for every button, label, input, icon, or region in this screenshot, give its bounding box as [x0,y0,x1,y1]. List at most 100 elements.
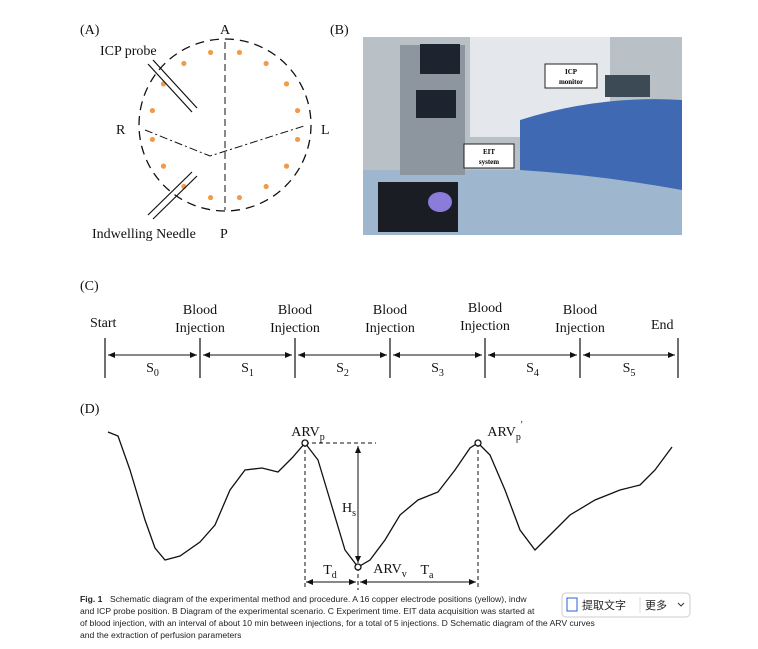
lr-line [144,125,305,157]
event-label: Blood [278,303,312,318]
end-label: End [651,318,674,333]
drape [520,99,682,190]
label-bottom: P [220,227,228,242]
caption-line: and the extraction of perfusion paramete… [80,630,241,640]
label-base: S [623,361,631,376]
more-button[interactable]: 更多 [645,598,685,612]
peak-marker [474,439,482,447]
icp-device [605,75,650,97]
label-base: S [146,361,154,376]
panel-label: (B) [330,23,349,38]
label-sub: a [429,570,434,581]
caption-line: Schematic diagram of the experimental me… [110,594,527,604]
valley-marker [354,563,362,571]
label-sup: ' [521,420,523,431]
monitor [420,44,460,74]
panel-label: (A) [80,23,100,38]
event-label: Blood [373,303,407,318]
label-base: S [431,361,439,376]
start-label: Start [90,316,117,331]
label-base: T [420,563,429,578]
label-sub: 0 [154,368,159,379]
arv-curve [107,431,673,568]
label-base: S [336,361,344,376]
label-left: R [116,123,126,138]
monitor [416,90,456,118]
label: S1 [241,361,254,379]
event-label: Injection [175,321,225,336]
label-sub: v [402,569,407,580]
label-base: S [526,361,534,376]
label-base: ARV [373,562,401,577]
label-base: ARV [487,425,515,440]
button-label[interactable]: 更多 [645,598,667,612]
panel-label: (C) [80,279,99,294]
event-label: Blood [468,301,502,316]
label-sub: p [320,432,325,443]
label: S4 [526,361,539,379]
eit-image [428,192,452,212]
caption: Fig. 1 Schematic diagram of the experime… [80,594,595,640]
electrode [263,183,269,190]
text-toolbar: 提取文字 更多 [561,592,691,618]
needle [152,175,198,220]
electrode [181,60,187,67]
needle [147,171,193,216]
label-sub: 3 [439,368,444,379]
event-label: Injection [460,319,510,334]
callout-text: system [479,158,499,166]
label: Hs [342,501,356,519]
electrode [294,136,301,143]
label-sub: s [352,508,356,519]
label: ARVp [291,425,324,443]
extract-button[interactable]: 提取文字 [566,597,626,612]
panel-label: (D) [80,402,100,417]
electrode [294,107,301,114]
probe [152,59,198,109]
callout-text: monitor [559,78,583,86]
toolbar-bg [561,592,691,618]
label-base: S [241,361,249,376]
electrode [236,194,243,201]
label: S3 [431,361,444,379]
electrode [149,107,156,114]
panel-c: (C) Start End Blood Injection Blood Injecti… [80,279,679,379]
chevron [677,602,685,607]
event-label: Injection [365,321,415,336]
label: Ta [420,563,434,581]
label: S5 [623,361,636,379]
fig-number: Fig. 1 [80,594,103,604]
label-base: ARV [291,425,319,440]
electrode [263,60,269,67]
button-label[interactable]: 提取文字 [582,598,626,612]
label-sub: 2 [344,368,349,379]
panel-b: (B) ICP monitor EIT system [330,23,682,235]
callout [544,63,598,89]
electrode [207,49,214,56]
electrode [149,136,156,143]
label-sub: 4 [534,368,539,379]
probe-label: ICP probe [100,44,157,59]
label: ARVv [373,562,406,580]
label-sub: d [332,570,337,581]
label: ARVp' [487,420,522,443]
icon [566,597,578,612]
event-label: Blood [563,303,597,318]
caption-line: of blood injection, with an interval of … [80,618,595,628]
probe [147,63,193,113]
head-outline [138,38,312,212]
label-sub: 1 [249,368,254,379]
callout [463,143,515,169]
callout-text: ICP [565,68,578,76]
label: Td [323,563,337,581]
peak-marker [301,439,309,447]
event-label: Injection [555,321,605,336]
label: S0 [146,361,159,379]
event-label: Injection [270,321,320,336]
label-sub: 5 [630,368,635,379]
electrode [207,194,214,201]
label-base: H [342,501,352,516]
